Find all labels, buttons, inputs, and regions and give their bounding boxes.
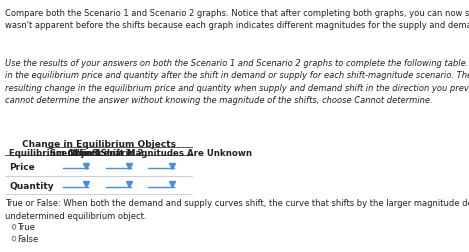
Text: False: False	[17, 234, 38, 243]
Text: Compare both the Scenario 1 and Scenario 2 graphs. Notice that after completing : Compare both the Scenario 1 and Scenario…	[5, 9, 469, 30]
Text: Scenario 2: Scenario 2	[92, 148, 144, 158]
Text: When Shift Magnitudes Are Unknown: When Shift Magnitudes Are Unknown	[70, 148, 252, 158]
Text: Scenario 1: Scenario 1	[50, 148, 101, 158]
Text: Use the results of your answers on both the Scenario 1 and Scenario 2 graphs to : Use the results of your answers on both …	[5, 59, 469, 105]
Text: Quantity: Quantity	[9, 181, 54, 190]
Text: True or False: When both the demand and supply curves shift, the curve that shif: True or False: When both the demand and …	[5, 198, 469, 220]
Text: Price: Price	[9, 162, 35, 171]
Text: Change in Equilibrium Objects: Change in Equilibrium Objects	[22, 140, 176, 149]
Text: Equilibrium Object: Equilibrium Object	[9, 148, 100, 158]
Text: True: True	[17, 223, 35, 231]
